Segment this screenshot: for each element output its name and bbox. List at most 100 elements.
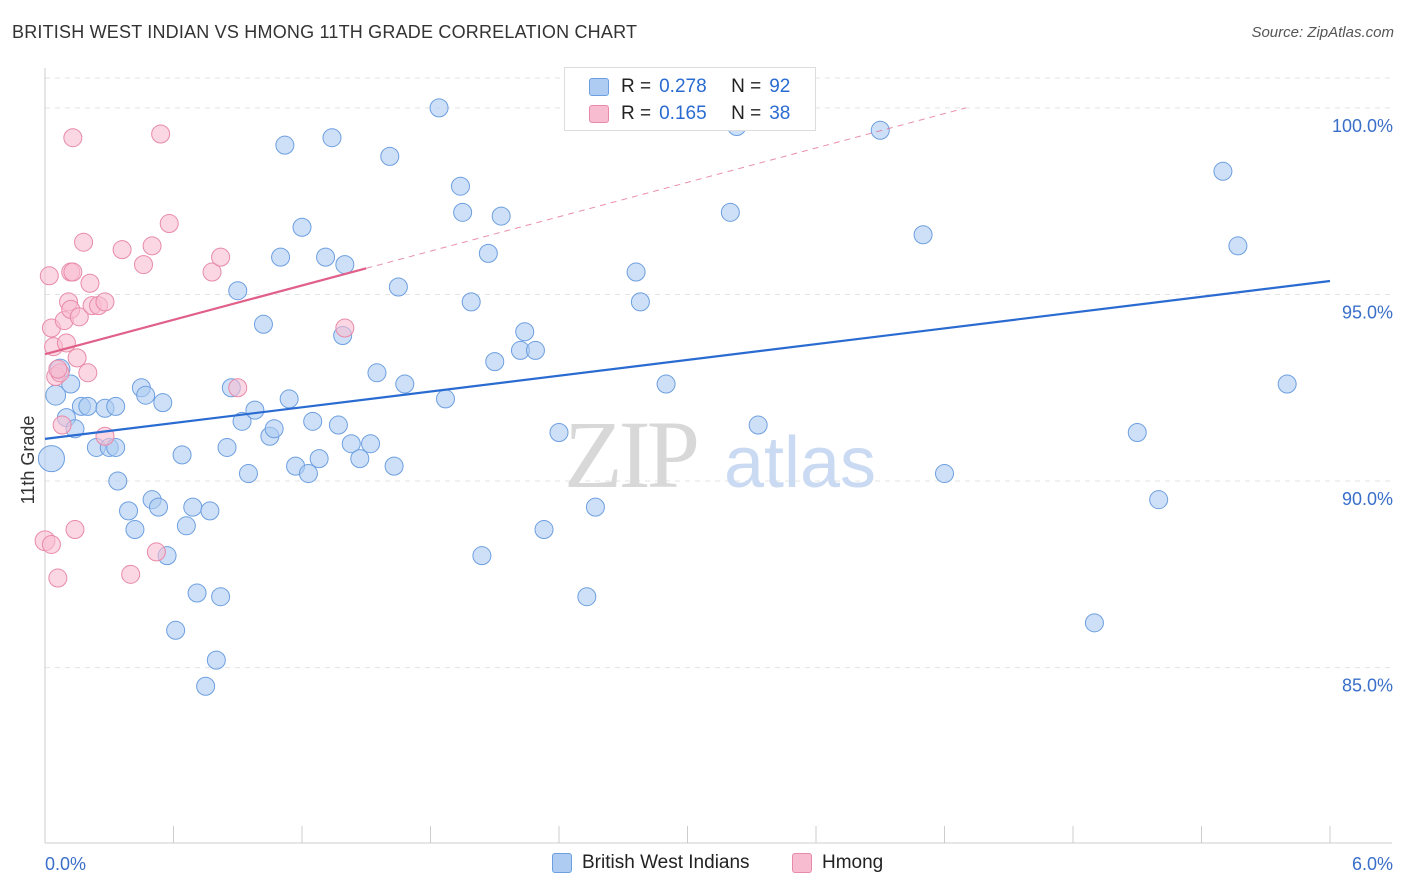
- data-points: [34, 98, 1297, 696]
- british-west-indians-point: [935, 464, 954, 484]
- british-west-indians-point: [626, 262, 646, 282]
- british-west-indians-point: [245, 400, 265, 420]
- british-west-indians-point: [515, 322, 535, 342]
- legend-swatch-pink: [792, 853, 812, 873]
- y-axis-title: 11th Grade: [18, 416, 38, 505]
- hmong-point: [146, 542, 166, 562]
- hmong-point: [39, 266, 59, 286]
- trend-line-british-west-indians: [44, 279, 1331, 440]
- british-west-indians-point: [275, 135, 295, 155]
- british-west-indians-point: [748, 415, 768, 435]
- british-west-indians-point: [1149, 490, 1169, 510]
- british-west-indians-point: [108, 471, 128, 491]
- british-west-indians-point: [211, 587, 231, 607]
- legend-label-hmong: Hmong: [822, 852, 884, 873]
- british-west-indians-point: [435, 389, 455, 409]
- hmong-point: [211, 247, 231, 267]
- trend-line-hmong-extension: [366, 107, 967, 269]
- british-west-indians-point: [350, 449, 370, 469]
- british-west-indians-point: [279, 389, 299, 409]
- british-west-indians-point: [656, 374, 676, 394]
- hmong-point: [228, 378, 248, 398]
- hmong-point: [48, 359, 68, 379]
- hmong-point: [74, 232, 94, 252]
- british-west-indians-point: [136, 385, 156, 405]
- y-tick-label: 85.0%: [1342, 676, 1393, 696]
- british-west-indians-point: [37, 445, 65, 473]
- british-west-indians-point: [384, 456, 404, 476]
- axis-labels: 11th Grade 85.0% 90.0% 95.0% 100.0% 0.0% 6.0%: [18, 116, 1393, 874]
- british-west-indians-point: [172, 445, 192, 465]
- hmong-point: [142, 236, 162, 256]
- hmong-point: [80, 273, 100, 293]
- british-west-indians-point: [395, 374, 415, 394]
- hmong-point: [121, 564, 141, 584]
- hmong-point: [48, 568, 68, 588]
- british-west-indians-point: [491, 206, 511, 226]
- british-west-indians-point: [870, 120, 890, 140]
- british-west-indians-point: [316, 247, 336, 267]
- british-west-indians-point: [1127, 423, 1147, 443]
- british-west-indians-point: [450, 176, 470, 196]
- british-west-indians-point: [309, 449, 329, 469]
- gridlines: [45, 77, 1392, 669]
- british-west-indians-point: [176, 516, 196, 536]
- british-west-indians-point: [206, 650, 226, 670]
- british-west-indians-point: [478, 243, 498, 263]
- stats-legend: R = 0.278 N = 92 R = 0.165 N = 38: [564, 67, 816, 131]
- british-west-indians-point: [485, 352, 505, 372]
- n-label: N =: [731, 103, 762, 124]
- hmong-point: [78, 363, 98, 383]
- british-west-indians-point: [630, 292, 650, 312]
- british-west-indians-point: [1084, 613, 1104, 633]
- british-west-indians-point: [549, 423, 569, 443]
- british-west-indians-point: [525, 340, 545, 360]
- british-west-indians-point: [380, 146, 400, 166]
- hmong-point: [95, 292, 115, 312]
- legend-item-hmong[interactable]: Hmong: [792, 852, 883, 874]
- british-west-indians-point: [238, 464, 258, 484]
- watermark: ZIP atlas: [564, 401, 876, 508]
- legend-item-british-west-indians[interactable]: British West Indians: [552, 852, 750, 874]
- n-value: 92: [769, 76, 791, 97]
- british-west-indians-point: [298, 464, 318, 484]
- hmong-point: [202, 262, 222, 282]
- british-west-indians-point: [322, 128, 342, 148]
- british-west-indians-point: [1213, 161, 1233, 181]
- british-west-indians-point: [388, 277, 408, 297]
- british-west-indians-point: [328, 415, 348, 435]
- british-west-indians-point: [720, 202, 740, 222]
- hmong-point: [65, 520, 85, 540]
- hmong-point: [67, 348, 87, 368]
- british-west-indians-point: [271, 247, 291, 267]
- british-west-indians-point: [472, 546, 492, 566]
- chart-title: BRITISH WEST INDIAN VS HMONG 11TH GRADE …: [12, 22, 638, 42]
- stats-row-hmong: R = 0.165 N = 38: [589, 102, 790, 126]
- hmong-point: [112, 240, 132, 260]
- british-west-indians-point: [106, 396, 126, 416]
- british-west-indians-point: [577, 587, 597, 607]
- hmong-point: [134, 255, 154, 275]
- hmong-point: [159, 214, 179, 234]
- british-west-indians-point: [200, 501, 220, 521]
- british-west-indians-point: [429, 98, 449, 118]
- source-label: Source: ZipAtlas.com: [1251, 24, 1394, 41]
- n-label: N =: [731, 76, 762, 97]
- x-tick-label-min: 0.0%: [45, 854, 86, 874]
- x-tick-label-max: 6.0%: [1352, 854, 1393, 874]
- british-west-indians-point: [292, 217, 312, 237]
- legend-swatch-blue: [589, 78, 609, 96]
- british-west-indians-point: [196, 676, 216, 696]
- hmong-point: [52, 415, 72, 435]
- y-tick-label: 100.0%: [1332, 116, 1393, 136]
- hmong-point: [63, 262, 83, 282]
- british-west-indians-point: [153, 393, 173, 413]
- hmong-point: [41, 534, 61, 554]
- british-west-indians-point: [149, 497, 169, 517]
- british-west-indians-point: [183, 497, 203, 517]
- r-value: 0.278: [659, 76, 707, 97]
- trend-line-hmong: [44, 267, 367, 356]
- hmong-point: [63, 128, 83, 148]
- british-west-indians-point: [125, 520, 145, 540]
- british-west-indians-point: [303, 411, 323, 431]
